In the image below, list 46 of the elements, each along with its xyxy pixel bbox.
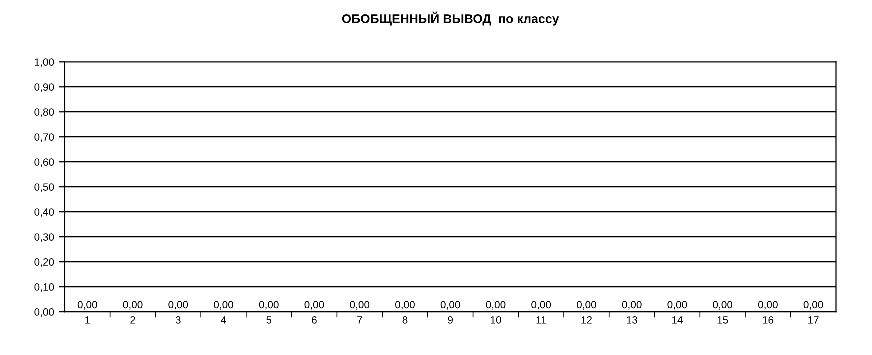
data-label: 0,00 bbox=[668, 301, 688, 310]
chart-title: ОБОБЩЕННЫЙ ВЫВОД по классу bbox=[342, 12, 560, 26]
data-label: 0,00 bbox=[304, 301, 324, 310]
data-label: 0,00 bbox=[123, 301, 143, 310]
x-tick-label: 11 bbox=[536, 316, 546, 324]
x-tick-label: 10 bbox=[490, 316, 502, 324]
y-tick-label: 0,50 bbox=[34, 184, 54, 192]
x-tick-label: 2 bbox=[130, 316, 136, 324]
y-tick-label: 0,70 bbox=[34, 134, 54, 142]
x-tick-label: 12 bbox=[582, 316, 592, 324]
y-tick-label: 0,00 bbox=[34, 308, 54, 318]
y-tick-label: 0,90 bbox=[34, 84, 54, 92]
data-label: 0,00 bbox=[804, 301, 824, 310]
data-label: 0,00 bbox=[214, 301, 234, 310]
x-tick-label: 1 bbox=[86, 316, 90, 324]
y-tick-label: 0,10 bbox=[34, 284, 54, 292]
data-label: 0,00 bbox=[486, 301, 506, 310]
y-tick-label: 0,20 bbox=[34, 258, 54, 268]
data-label: 0,00 bbox=[713, 301, 733, 310]
y-tick-label: 0,60 bbox=[34, 158, 54, 168]
x-tick-label: 6 bbox=[312, 316, 317, 324]
x-tick-label: 14 bbox=[672, 316, 683, 324]
x-tick-label: 4 bbox=[221, 316, 226, 324]
data-label: 0,00 bbox=[576, 301, 596, 310]
y-tick-label: 0,30 bbox=[34, 234, 54, 242]
y-tick-label: 1,00 bbox=[35, 58, 54, 68]
x-tick-label: 16 bbox=[763, 316, 774, 324]
data-label: 0,00 bbox=[532, 301, 552, 310]
x-tick-label: 13 bbox=[627, 316, 638, 324]
x-tick-label: 9 bbox=[448, 316, 454, 324]
y-tick-label: 0,40 bbox=[34, 208, 54, 218]
data-label: 0,00 bbox=[758, 301, 778, 310]
data-label: 0,00 bbox=[622, 301, 642, 310]
data-label: 0,00 bbox=[168, 301, 188, 310]
data-label: 0,00 bbox=[350, 301, 370, 310]
x-tick-label: 8 bbox=[402, 316, 408, 324]
y-tick-label: 0,80 bbox=[34, 108, 54, 118]
x-tick-label: 5 bbox=[266, 316, 272, 324]
x-tick-label: 3 bbox=[176, 316, 181, 324]
x-tick-label: 7 bbox=[358, 316, 362, 324]
data-label: 0,00 bbox=[396, 301, 415, 310]
data-label: 0,00 bbox=[78, 301, 98, 310]
data-label: 0,00 bbox=[259, 301, 279, 310]
data-label: 0,00 bbox=[440, 301, 460, 310]
x-tick-label: 17 bbox=[808, 316, 819, 324]
x-tick-label: 15 bbox=[718, 316, 728, 324]
